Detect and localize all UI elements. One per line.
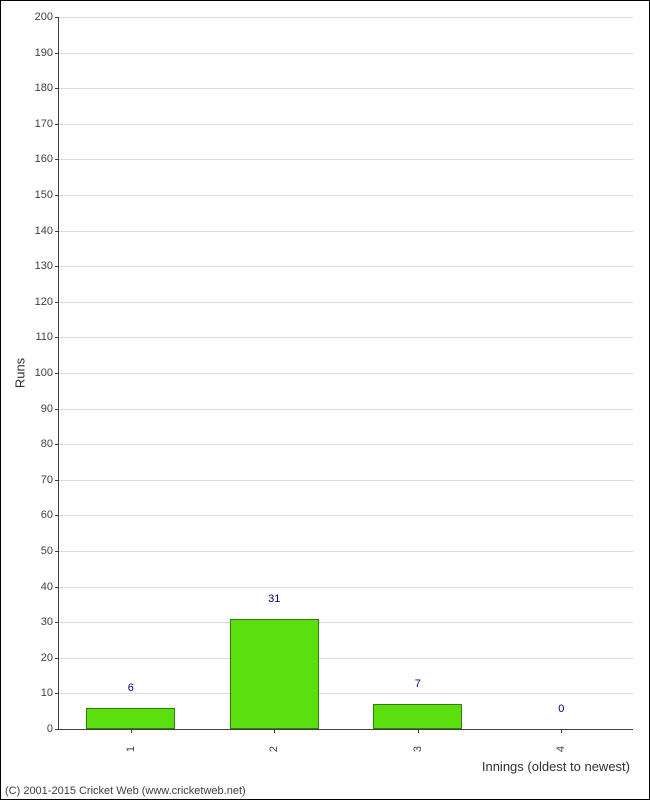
bar bbox=[86, 708, 175, 729]
gridline bbox=[59, 551, 633, 552]
gridline bbox=[59, 231, 633, 232]
bar-value-label: 0 bbox=[558, 703, 564, 715]
y-tick-label: 130 bbox=[35, 260, 59, 272]
x-tick-mark bbox=[561, 729, 562, 733]
y-tick-label: 120 bbox=[35, 296, 59, 308]
plot-area: 0102030405060708090100110120130140150160… bbox=[58, 17, 633, 730]
bar bbox=[373, 704, 462, 729]
y-tick-label: 70 bbox=[41, 474, 59, 486]
gridline bbox=[59, 88, 633, 89]
bar-value-label: 31 bbox=[268, 593, 280, 605]
footer-text: (C) 2001-2015 Cricket Web (www.cricketwe… bbox=[5, 785, 246, 797]
bar-value-label: 6 bbox=[128, 682, 134, 694]
bar-value-label: 7 bbox=[415, 678, 421, 690]
gridline bbox=[59, 444, 633, 445]
gridline bbox=[59, 53, 633, 54]
gridline bbox=[59, 622, 633, 623]
gridline bbox=[59, 480, 633, 481]
gridline bbox=[59, 159, 633, 160]
gridline bbox=[59, 124, 633, 125]
x-tick-mark bbox=[418, 729, 419, 733]
x-axis-title: Innings (oldest to newest) bbox=[482, 759, 630, 774]
y-tick-label: 150 bbox=[35, 189, 59, 201]
y-tick-label: 20 bbox=[41, 652, 59, 664]
gridline bbox=[59, 337, 633, 338]
chart-container: 0102030405060708090100110120130140150160… bbox=[0, 0, 650, 800]
y-tick-label: 140 bbox=[35, 225, 59, 237]
gridline bbox=[59, 17, 633, 18]
x-tick-label: 4 bbox=[555, 746, 567, 752]
gridline bbox=[59, 409, 633, 410]
y-axis-title: Runs bbox=[13, 358, 28, 388]
y-tick-label: 50 bbox=[41, 545, 59, 557]
x-tick-label: 2 bbox=[268, 746, 280, 752]
gridline bbox=[59, 195, 633, 196]
gridline bbox=[59, 302, 633, 303]
gridline bbox=[59, 373, 633, 374]
y-tick-label: 30 bbox=[41, 616, 59, 628]
gridline bbox=[59, 587, 633, 588]
y-tick-label: 0 bbox=[47, 723, 59, 735]
y-tick-label: 40 bbox=[41, 581, 59, 593]
y-tick-label: 10 bbox=[41, 687, 59, 699]
y-tick-label: 80 bbox=[41, 438, 59, 450]
bar bbox=[230, 619, 319, 729]
x-tick-label: 3 bbox=[412, 746, 424, 752]
y-tick-label: 200 bbox=[35, 11, 59, 23]
y-tick-label: 100 bbox=[35, 367, 59, 379]
y-tick-label: 190 bbox=[35, 47, 59, 59]
y-tick-label: 60 bbox=[41, 509, 59, 521]
x-tick-mark bbox=[274, 729, 275, 733]
y-tick-label: 160 bbox=[35, 153, 59, 165]
gridline bbox=[59, 515, 633, 516]
gridline bbox=[59, 693, 633, 694]
gridline bbox=[59, 266, 633, 267]
y-tick-label: 110 bbox=[35, 331, 59, 343]
y-tick-label: 180 bbox=[35, 82, 59, 94]
x-tick-label: 1 bbox=[125, 746, 137, 752]
x-tick-mark bbox=[131, 729, 132, 733]
gridline bbox=[59, 658, 633, 659]
y-tick-label: 90 bbox=[41, 403, 59, 415]
y-tick-label: 170 bbox=[35, 118, 59, 130]
